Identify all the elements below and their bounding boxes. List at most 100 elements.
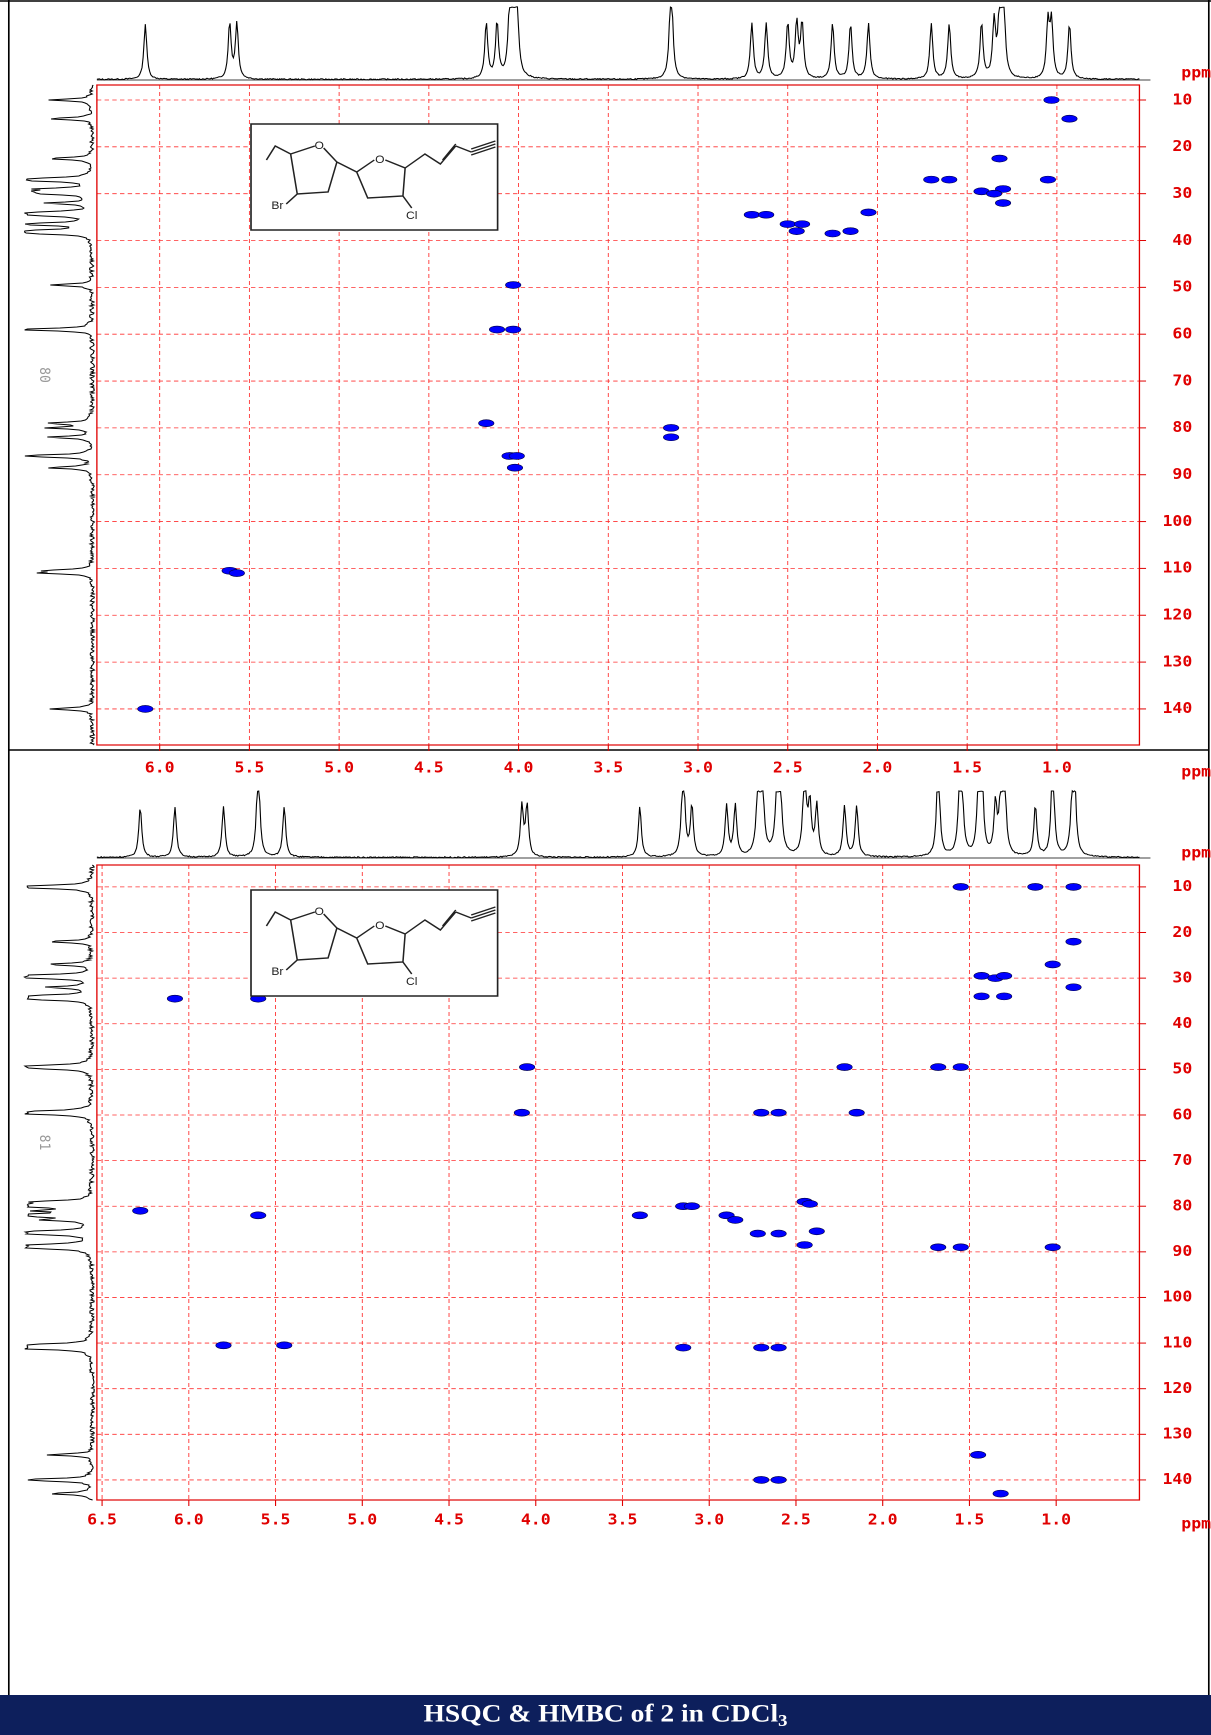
y-tick-label: 60: [1172, 1105, 1192, 1123]
cross-peak: [1039, 175, 1056, 184]
cross-peak: [779, 220, 796, 228]
cross-peak: [996, 972, 1013, 980]
cross-peak: [770, 1343, 787, 1352]
x-tick-label: 5.5: [261, 1510, 291, 1528]
cross-peak: [1044, 1243, 1061, 1252]
cross-peak: [505, 281, 522, 289]
cross-peak: [631, 1211, 648, 1220]
cross-peak: [753, 1476, 770, 1484]
x-tick-label: 1.5: [955, 1510, 985, 1528]
y-tick-label: 100: [1162, 512, 1192, 530]
x-tick-label: 4.5: [434, 1510, 464, 1528]
cross-peak: [860, 208, 877, 217]
x-tick-label: 5.0: [324, 758, 354, 776]
structure-frame: [250, 889, 499, 997]
cross-peak: [996, 992, 1013, 1001]
cross-peak: [842, 227, 859, 235]
cross-peak: [973, 972, 990, 980]
x-tick-label: 2.0: [868, 1510, 898, 1528]
cross-peak: [519, 1063, 536, 1071]
x-tick-label: 2.5: [781, 1510, 811, 1528]
y-tick-label: 20: [1172, 137, 1192, 155]
cross-peak: [505, 325, 522, 334]
y-axis-unit: ppm: [1181, 63, 1211, 81]
structure-frame: [250, 123, 499, 231]
side-label: 81: [36, 1135, 53, 1151]
x-axis-unit: ppm: [1181, 762, 1211, 780]
cross-peak: [489, 325, 506, 334]
x-tick-label: 3.0: [694, 1510, 724, 1528]
structure-bonds: [265, 140, 496, 209]
carbon-projection: [23, 84, 97, 746]
cross-peak: [770, 1108, 787, 1117]
x-tick-label: 4.0: [504, 758, 534, 776]
cross-peak: [808, 1227, 825, 1236]
structure-inset: O O Br Cl: [250, 123, 499, 231]
cross-peak: [952, 883, 969, 891]
structure-label: Br: [271, 200, 283, 211]
cross-peak: [753, 1343, 770, 1352]
cross-peak: [508, 452, 525, 460]
x-axis-unit: ppm: [1181, 1514, 1211, 1532]
cross-peak: [276, 1341, 293, 1350]
y-tick-label: 140: [1162, 699, 1192, 717]
structure-label: O: [315, 906, 324, 917]
cross-peak: [137, 705, 154, 713]
y-tick-label: 60: [1172, 324, 1192, 342]
cross-peak: [824, 229, 841, 238]
cross-peak: [992, 1489, 1009, 1498]
cross-peak: [228, 569, 245, 577]
y-tick-label: 80: [1172, 418, 1192, 436]
x-tick-label: 6.0: [174, 1510, 204, 1528]
plot-frame: [96, 864, 1141, 1501]
x-tick-label: 1.5: [952, 758, 982, 776]
cross-peak: [753, 1108, 770, 1117]
x-tick-label: 1.0: [1041, 1510, 1071, 1528]
y-tick-label: 130: [1162, 1424, 1192, 1442]
cross-peak: [749, 1229, 766, 1238]
y-tick-label: 50: [1172, 277, 1192, 295]
cross-peak: [770, 1229, 787, 1238]
caption-subscript: 3: [778, 1711, 787, 1730]
cross-peak: [215, 1341, 232, 1350]
y-tick-label: 70: [1172, 1151, 1192, 1169]
y-tick-label: 140: [1162, 1470, 1192, 1488]
y-tick-label: 80: [1172, 1196, 1192, 1214]
structure-bonds: [265, 906, 496, 975]
x-tick-label: 4.5: [414, 758, 444, 776]
y-tick-label: 130: [1162, 652, 1192, 670]
x-tick-label: 3.5: [593, 758, 623, 776]
structure-label: Cl: [406, 210, 417, 221]
y-tick-label: 30: [1172, 184, 1192, 202]
y-tick-label: 20: [1172, 923, 1192, 941]
y-tick-label: 10: [1172, 877, 1192, 895]
structure-label: Br: [271, 966, 283, 977]
carbon-projection: [23, 864, 96, 1501]
x-tick-label: 2.0: [863, 758, 893, 776]
cross-peak: [478, 419, 495, 427]
cross-peak: [770, 1476, 787, 1484]
y-tick-label: 30: [1172, 968, 1192, 986]
cross-peak: [250, 1211, 267, 1220]
x-tick-label: 3.0: [683, 758, 713, 776]
caption: HSQC & HMBC of 2 in CDCl3: [424, 1700, 788, 1730]
y-tick-label: 40: [1172, 231, 1192, 249]
y-tick-label: 120: [1162, 1379, 1192, 1397]
cross-peak: [794, 220, 811, 228]
proton-projection: [96, 6, 1140, 81]
cross-peak: [923, 175, 940, 184]
cross-peak: [970, 1451, 987, 1459]
cross-peak: [801, 1200, 818, 1208]
y-tick-label: 90: [1172, 465, 1192, 483]
cross-peak: [683, 1202, 700, 1211]
cross-peak: [132, 1206, 149, 1215]
plot-frame: [96, 84, 1141, 746]
x-tick-label: 3.5: [608, 1510, 638, 1528]
structure-label: O: [375, 154, 384, 165]
y-axis-unit: ppm: [1181, 843, 1211, 861]
cross-peak: [727, 1216, 744, 1224]
y-tick-label: 40: [1172, 1014, 1192, 1032]
cross-peak: [1065, 937, 1082, 946]
